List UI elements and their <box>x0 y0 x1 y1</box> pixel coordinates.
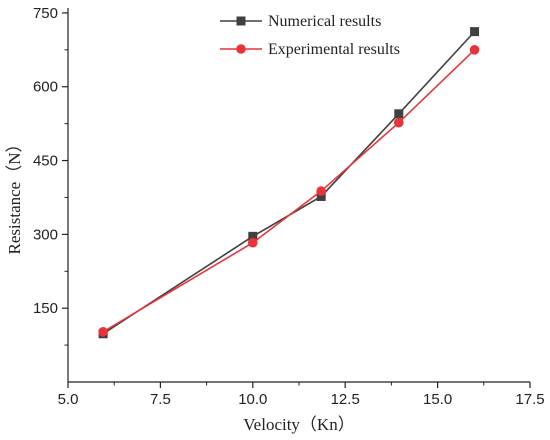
x-tick-label: 17.5 <box>515 391 544 408</box>
y-tick-label: 600 <box>33 79 58 96</box>
data-point <box>470 27 480 37</box>
x-tick-label: 12.5 <box>331 391 360 408</box>
legend-marker <box>236 16 246 26</box>
legend-item: Experimental results <box>220 41 400 58</box>
x-axis-title: Velocity（Kn） <box>243 415 354 434</box>
y-tick-label: 150 <box>33 300 58 317</box>
legend: Numerical results Experimental results <box>220 13 400 58</box>
data-point <box>98 327 108 337</box>
data-point <box>248 237 258 248</box>
x-tick-label: 5.0 <box>58 391 79 408</box>
legend-marker <box>236 44 246 54</box>
series-line <box>102 31 476 335</box>
legend-label: Experimental results <box>268 41 400 58</box>
data-point <box>393 117 404 128</box>
axes: 5.0 7.5 10.0 12.5 15.0 17.5 150 300 450 600 750 <box>33 5 545 408</box>
data-point <box>394 109 404 119</box>
data-point <box>469 45 480 55</box>
data-point <box>316 186 326 196</box>
y-tick-label: 300 <box>33 226 58 243</box>
data-point <box>248 231 258 241</box>
y-tick-label: 750 <box>33 5 58 22</box>
legend-item: Numerical results <box>220 13 381 30</box>
series-1 <box>98 27 480 339</box>
y-tick-label: 450 <box>33 153 58 170</box>
x-tick-label: 7.5 <box>150 391 171 408</box>
legend-label: Numerical results <box>268 13 381 30</box>
data-point <box>316 191 326 201</box>
x-tick-label: 10.0 <box>238 391 267 408</box>
series-2 <box>98 45 480 337</box>
series-layer <box>98 27 480 339</box>
y-axis-title: Resistance（N） <box>5 136 24 255</box>
x-tick-label: 15.0 <box>423 391 452 408</box>
